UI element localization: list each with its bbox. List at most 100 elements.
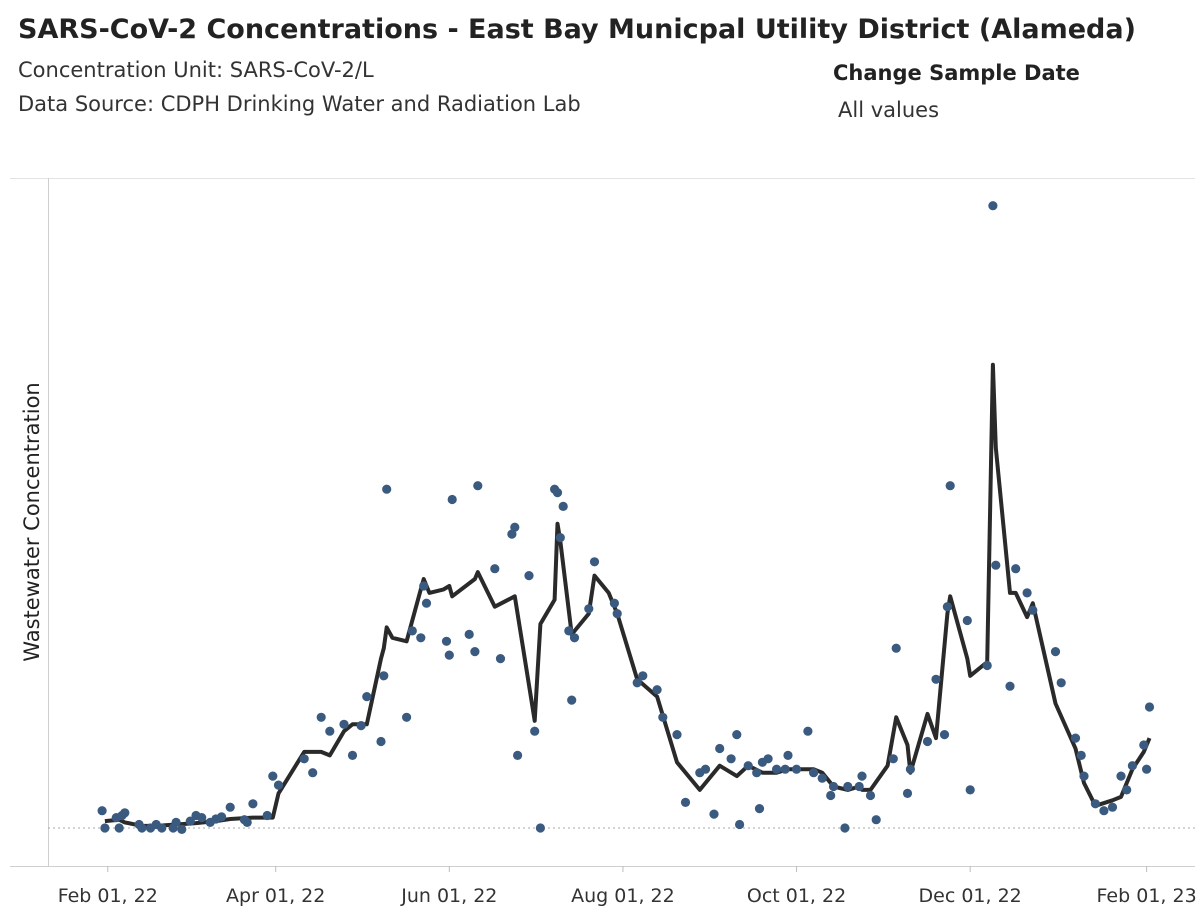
data-point[interactable] [416, 633, 426, 643]
data-point[interactable] [672, 730, 682, 740]
data-point[interactable] [530, 726, 540, 736]
data-point[interactable] [402, 712, 412, 722]
data-point[interactable] [803, 726, 813, 736]
data-point[interactable] [273, 780, 284, 790]
data-point[interactable] [680, 797, 691, 808]
data-point[interactable] [632, 678, 642, 688]
data-point[interactable] [356, 721, 366, 731]
data-point[interactable] [347, 750, 358, 761]
data-point[interactable] [1116, 771, 1126, 781]
data-point[interactable] [242, 817, 252, 828]
data-point[interactable] [612, 609, 622, 619]
data-point[interactable] [965, 785, 975, 795]
data-point[interactable] [510, 522, 520, 532]
data-point[interactable] [888, 754, 898, 764]
data-point[interactable] [1144, 702, 1155, 712]
data-point[interactable] [931, 674, 941, 684]
data-point[interactable] [871, 815, 881, 825]
data-point[interactable] [569, 633, 580, 643]
data-point[interactable] [809, 768, 819, 778]
data-point[interactable] [97, 806, 107, 816]
data-point[interactable] [421, 598, 432, 608]
data-point[interactable] [1022, 588, 1032, 598]
data-point[interactable] [444, 650, 454, 660]
data-point[interactable] [513, 750, 523, 761]
data-point[interactable] [843, 781, 853, 792]
data-point[interactable] [376, 736, 386, 747]
data-point[interactable] [945, 481, 955, 491]
data-point[interactable] [225, 802, 235, 812]
data-point[interactable] [217, 812, 227, 822]
data-point[interactable] [982, 660, 992, 671]
data-point[interactable] [558, 501, 568, 511]
data-point[interactable] [1090, 799, 1100, 809]
data-point[interactable] [763, 754, 773, 764]
data-point[interactable] [942, 602, 953, 612]
data-point[interactable] [1076, 750, 1086, 761]
data-point[interactable] [185, 816, 195, 826]
data-point[interactable] [382, 484, 392, 494]
data-point[interactable] [638, 671, 648, 681]
data-point[interactable] [754, 804, 765, 814]
data-point[interactable] [1011, 564, 1021, 574]
data-point[interactable] [780, 764, 790, 774]
data-point[interactable] [905, 764, 916, 774]
data-point[interactable] [447, 494, 457, 505]
data-point[interactable] [700, 764, 711, 774]
data-point[interactable] [339, 719, 349, 729]
data-point[interactable] [891, 643, 901, 653]
data-point[interactable] [464, 629, 474, 640]
data-point[interactable] [589, 557, 600, 567]
data-point[interactable] [715, 743, 725, 754]
data-point[interactable] [177, 824, 187, 835]
data-point[interactable] [962, 615, 972, 626]
data-point[interactable] [100, 823, 110, 833]
data-point[interactable] [752, 768, 762, 778]
data-point[interactable] [114, 823, 124, 833]
data-point[interactable] [1107, 802, 1118, 812]
data-point[interactable] [564, 626, 574, 636]
data-point[interactable] [1099, 806, 1109, 816]
data-point[interactable] [507, 529, 517, 539]
data-point[interactable] [1005, 681, 1015, 691]
data-point[interactable] [419, 581, 429, 591]
data-point[interactable] [1079, 771, 1089, 781]
data-point[interactable] [854, 781, 864, 792]
data-point[interactable] [308, 768, 318, 778]
data-point[interactable] [584, 604, 594, 614]
data-point[interactable] [524, 571, 534, 581]
data-point[interactable] [171, 817, 181, 828]
data-point[interactable] [1050, 647, 1061, 657]
data-point[interactable] [658, 712, 668, 722]
data-point[interactable] [379, 671, 389, 681]
data-point[interactable] [1070, 733, 1081, 743]
data-point[interactable] [407, 626, 417, 636]
data-point[interactable] [772, 764, 782, 774]
data-point[interactable] [865, 790, 876, 801]
data-point[interactable] [299, 754, 309, 764]
data-point[interactable] [567, 695, 577, 705]
data-point[interactable] [316, 712, 326, 722]
data-point[interactable] [1127, 761, 1137, 771]
data-point[interactable] [922, 736, 933, 747]
data-point[interactable] [988, 201, 998, 211]
data-point[interactable] [939, 730, 950, 740]
data-point[interactable] [197, 813, 207, 823]
data-point[interactable] [157, 823, 167, 833]
data-point[interactable] [857, 771, 867, 781]
data-point[interactable] [726, 754, 736, 764]
data-point[interactable] [709, 809, 719, 819]
data-point[interactable] [1056, 678, 1066, 688]
data-point[interactable] [902, 788, 913, 799]
data-point[interactable] [783, 750, 793, 761]
data-point[interactable] [840, 823, 850, 833]
data-point[interactable] [473, 481, 483, 491]
data-point[interactable] [1142, 764, 1152, 774]
data-point[interactable] [609, 598, 620, 608]
data-point[interactable] [1028, 605, 1038, 615]
data-point[interactable] [817, 773, 827, 783]
data-point[interactable] [535, 823, 546, 833]
data-point[interactable] [362, 692, 372, 702]
data-point[interactable] [248, 799, 258, 809]
data-point[interactable] [652, 685, 662, 695]
